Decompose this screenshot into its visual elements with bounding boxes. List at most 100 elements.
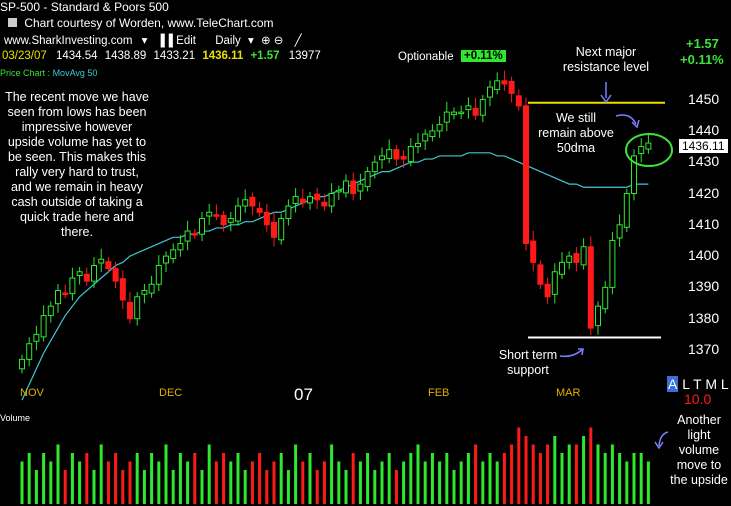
volume-bar (610, 444, 614, 504)
candle-up (487, 86, 493, 98)
candle-up (335, 189, 342, 193)
legend-price: Price Chart (0, 68, 46, 78)
volume-bar (574, 444, 578, 504)
support-note: Short term support (498, 348, 558, 377)
volume-bar (366, 453, 370, 504)
bar-chart-icon[interactable]: ▐▐ (156, 35, 173, 47)
volume-bar (618, 453, 622, 504)
button-t[interactable]: T (693, 376, 702, 392)
candle-down (515, 95, 522, 107)
volume-bar (56, 444, 60, 504)
volume-bar (214, 461, 218, 504)
zoom-in-icon[interactable]: ⊕ (260, 35, 271, 47)
candle-down (537, 264, 544, 285)
volume-bar (207, 444, 211, 504)
toolbar: www.SharkInvesting.com ▾ ▐▐ Edit Daily ▾… (4, 33, 302, 47)
candle-down (220, 214, 227, 226)
volume-bar (553, 436, 557, 504)
ma50-line (21, 152, 649, 401)
candle-up (26, 343, 33, 360)
last-price-label: 1436.11 (679, 139, 728, 153)
candle-up (609, 239, 616, 288)
button-a[interactable]: A (667, 376, 679, 392)
volume-bar (394, 470, 398, 504)
volume-bar (582, 436, 586, 504)
y-tick-label: 1430 (688, 153, 720, 170)
candle-up (343, 180, 349, 194)
volume-bar (121, 470, 125, 504)
y-tick-label: 1420 (688, 184, 720, 201)
volume-bar (178, 453, 182, 504)
chart-legend: Price Chart : MovAvg 50 (0, 68, 97, 78)
volume-bar (258, 453, 262, 504)
volume-bar (265, 470, 269, 504)
pct-badge: +0.11% (461, 50, 506, 62)
button-m[interactable]: M (705, 376, 718, 392)
volume-bar (157, 461, 161, 504)
volume-bar (430, 453, 434, 504)
candle-down (321, 201, 328, 207)
candle-down (523, 105, 529, 245)
candle-down (112, 268, 119, 282)
volume-bar (380, 461, 384, 504)
volume-bar (387, 453, 391, 504)
quote-date: 03/23/07 (2, 50, 47, 62)
y-tick-label: 1440 (688, 121, 720, 138)
draw-tool-icon[interactable]: ╱ (294, 35, 302, 47)
candle-down (256, 208, 263, 213)
volume-bar (330, 444, 334, 504)
volume-arrow-head (654, 441, 664, 450)
volume-bar (596, 444, 600, 504)
candle-up (407, 146, 414, 163)
y-tick-label: 1450 (688, 90, 720, 107)
quote-low: 1433.21 (153, 50, 196, 62)
volume-bar (646, 461, 650, 504)
volume-bar (409, 453, 413, 504)
volume-bar (445, 453, 449, 504)
candle-down (62, 292, 69, 296)
candle-up (465, 105, 472, 111)
candle-up (55, 290, 61, 305)
volume-arrow (658, 431, 669, 447)
volume-bar (546, 444, 550, 504)
optionable-label: Optionable (398, 51, 454, 63)
legend-ma: MovAvg 50 (52, 68, 98, 78)
candle-up (458, 111, 465, 115)
candle-up (40, 315, 47, 338)
volume-bar (78, 461, 82, 504)
volume-bar (510, 444, 514, 504)
y-tick-label: 1410 (688, 215, 720, 232)
x-tick-label: DEC (159, 387, 183, 399)
candle-up (451, 111, 457, 116)
candle-down (299, 198, 306, 204)
quote-open: 1434.54 (55, 50, 98, 62)
top-change: +1.57 (686, 36, 719, 51)
chevron-down-icon[interactable]: ▾ (247, 35, 254, 47)
chevron-down-icon[interactable]: ▾ (141, 35, 148, 47)
edit-button[interactable]: Edit (176, 35, 196, 47)
volume-bar (34, 470, 38, 504)
volume-bar (481, 461, 485, 504)
button-l2[interactable]: L (720, 376, 729, 392)
courtesy-text: Chart courtesy of Worden, www.TeleChart.… (24, 16, 274, 30)
candle-down (105, 261, 112, 270)
volume-bar (114, 453, 118, 504)
volume-bar (639, 453, 643, 504)
x-tick-label: NOV (20, 387, 44, 399)
candle-up (292, 196, 299, 205)
volume-bar (632, 453, 636, 504)
volume-bar (589, 427, 593, 504)
circle-arrow-head (631, 119, 640, 129)
period-select[interactable]: Daily (215, 35, 241, 47)
candle-up (645, 142, 652, 150)
candle-up (386, 149, 393, 159)
candle-down (530, 240, 537, 263)
candle-up (638, 146, 645, 154)
volume-bar (344, 470, 348, 504)
button-l[interactable]: L (682, 376, 690, 392)
zoom-out-icon[interactable]: ⊖ (273, 35, 284, 47)
candle-down (191, 233, 198, 236)
candle-up (436, 124, 443, 132)
volume-bar (495, 461, 499, 504)
volume-bar (452, 470, 456, 504)
